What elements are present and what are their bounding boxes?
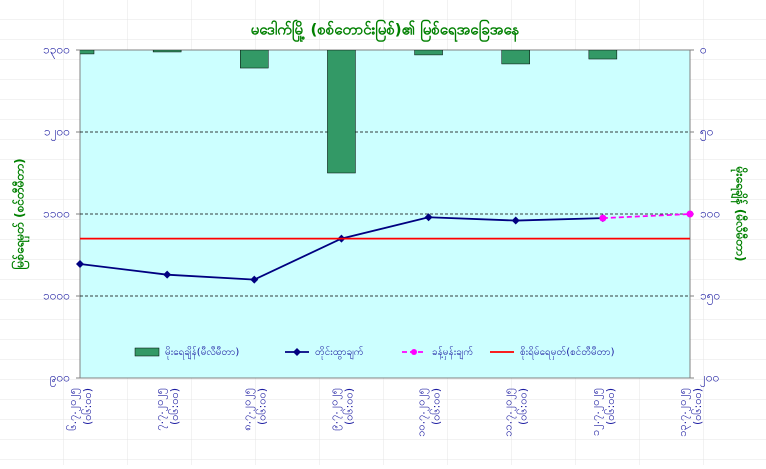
y2-tick-label: ၂၀၀ xyxy=(700,371,719,388)
y2-tick-label: ၀ xyxy=(700,43,707,57)
x-tick-label: (၀၆:၀၀) xyxy=(168,388,181,425)
y2-axis-title: မိုးရေချိန် (မီလီမီတာ) xyxy=(730,166,750,262)
legend-label: မိုးရေချိန်(မီလီမီတာ) xyxy=(165,345,239,360)
point-marker xyxy=(599,214,607,222)
bar xyxy=(588,50,618,60)
y-tick-label: ၁၃၀၀ xyxy=(43,43,70,60)
bar xyxy=(327,50,356,174)
bar-layer xyxy=(80,50,618,174)
bar xyxy=(80,50,95,55)
x-tick-label: (၀၆:၀၀) xyxy=(81,388,94,425)
bar xyxy=(152,50,182,53)
x-tick-label: (၀၆:၀၀) xyxy=(255,388,268,425)
legend-label: ခန့်မှန်းချက် xyxy=(432,345,473,360)
bar xyxy=(414,50,443,56)
x-tick-label: (၀၆:၀၀) xyxy=(517,388,530,425)
bar xyxy=(501,50,530,65)
y2-tick-label: ၅၀ xyxy=(700,125,714,142)
y-tick-label: ၁၁၀၀ xyxy=(43,207,70,221)
y2-tick-label: ၁၅၀ xyxy=(700,289,720,306)
bar xyxy=(240,50,269,69)
point-marker xyxy=(250,275,259,284)
point-marker xyxy=(686,210,694,218)
point-marker xyxy=(424,213,433,222)
y-tick-label: ၁၂၀၀ xyxy=(44,125,70,142)
point-marker xyxy=(511,216,520,225)
x-tick-label: ၆.၇.၂၀၂၅ xyxy=(66,388,81,431)
y2-tick-label: ၁၀၀ xyxy=(700,207,720,221)
legend-label: တိုင်းထွာချက် xyxy=(315,345,364,360)
x-tick-label: (၀၆:၀၀) xyxy=(604,388,617,425)
y-tick-label: ၉၀၀ xyxy=(50,371,70,388)
x-tick-label: ၁၃.၇.၂၀၂၅ xyxy=(676,388,691,437)
x-tick-label: ၁၀.၇.၂၀၂၅ xyxy=(415,388,430,437)
legend-label: စိုးရိမ်ရေမှတ်(စင်တီမီတာ) xyxy=(520,345,615,360)
x-tick-label: ၁၁.၇.၂၀၂၅ xyxy=(502,388,517,437)
legend-swatch xyxy=(134,347,160,357)
x-tick-label: (၀၆:၀၀) xyxy=(430,388,443,425)
x-tick-label: (၀၆:၀၀) xyxy=(342,388,355,425)
x-tick-label: ၁၂.၇.၂၀၂၅ xyxy=(589,388,604,436)
legend-marker xyxy=(411,349,417,355)
y-axis-title: မြစ်ရေမှတ် (စင်တီမီတာ) xyxy=(10,158,31,269)
x-tick-label: ၈.၇.၂၀၂၅ xyxy=(240,388,255,431)
x-tick-label: ၉.၇.၂၀၂၅ xyxy=(327,388,342,431)
point-marker xyxy=(76,260,84,269)
x-tick-label: ၇.၇.၂၀၂၅ xyxy=(153,388,168,431)
y-tick-label: ၁၀၀၀ xyxy=(43,289,70,303)
legend-marker xyxy=(293,348,301,356)
series-line xyxy=(602,213,691,219)
point-marker xyxy=(163,270,172,279)
x-tick-label: (၀၆:၀၀) xyxy=(691,388,704,425)
